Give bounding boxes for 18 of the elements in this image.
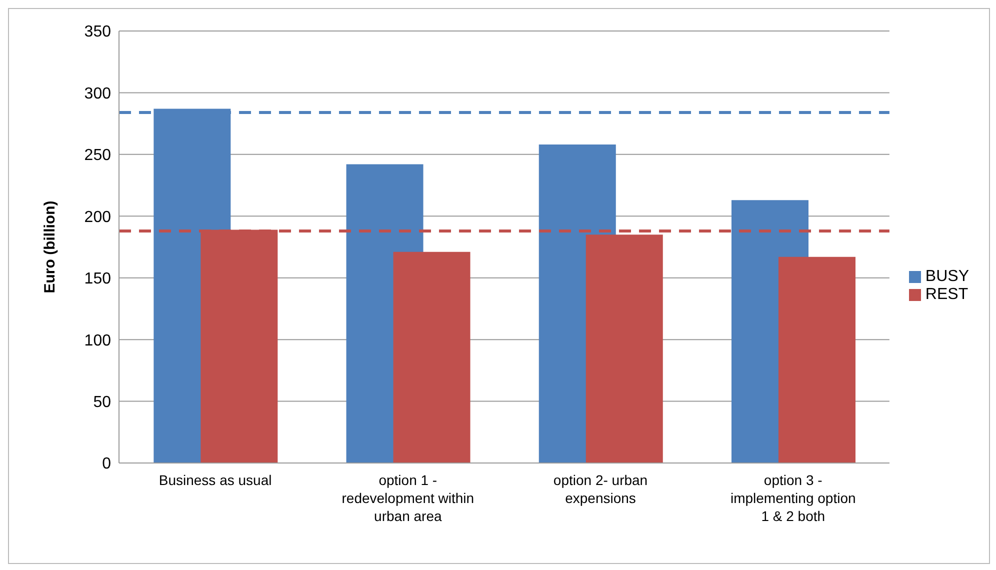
x-tick-label: option 1 - redevelopment within urban area <box>342 472 474 524</box>
legend-label: BUSY <box>925 268 969 285</box>
y-tick-label: 150 <box>84 270 112 288</box>
x-tick-label: Business as usual <box>158 472 272 488</box>
bar <box>393 252 470 463</box>
y-tick-label: 300 <box>84 85 112 102</box>
y-tick-label: 50 <box>93 394 112 411</box>
legend-label: REST <box>925 286 968 303</box>
y-tick-label: 0 <box>102 456 112 473</box>
bar <box>586 234 663 463</box>
x-tick-label: option 3 - implementing option 1 & 2 both <box>730 472 856 524</box>
x-tick-label: option 2- urban expensions <box>553 472 648 506</box>
y-axis-title: Euro (billion) <box>41 200 58 294</box>
y-tick-label: 200 <box>84 208 112 226</box>
y-tick-label: 350 <box>84 24 112 41</box>
y-tick-label: 250 <box>84 147 112 164</box>
y-tick-label: 100 <box>84 332 112 350</box>
bar <box>778 256 856 463</box>
